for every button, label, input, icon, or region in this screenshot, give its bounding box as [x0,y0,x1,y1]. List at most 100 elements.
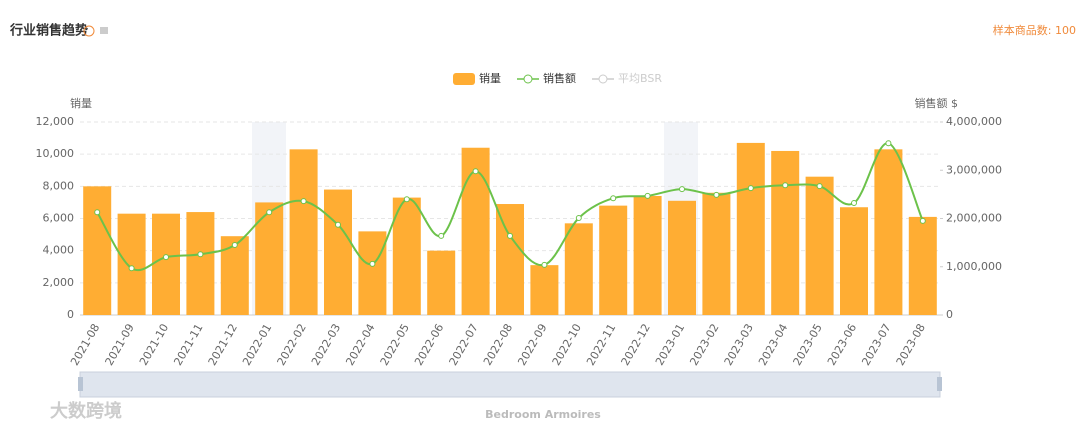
x-tick-label: 2022-06 [412,322,446,368]
help-icon[interactable] [83,25,95,37]
x-tick-label: 2021-08 [68,322,102,368]
line-point [197,251,204,258]
bar [186,212,215,315]
x-tick-label: 2022-02 [275,322,309,368]
line-point [128,265,135,272]
x-tick-label: 2021-11 [171,322,205,368]
bar [255,202,284,315]
line-point [403,196,410,203]
line-point [266,209,273,216]
y-tick-label: 12,000 [36,115,75,128]
x-tick-label: 2022-05 [378,322,412,368]
x-tick-label: 2023-03 [722,322,756,368]
bar [771,150,800,315]
line-point [782,182,789,189]
line-point [610,195,617,202]
x-tick-label: 2021-10 [137,322,171,368]
bar [805,176,834,315]
line-point [747,185,754,192]
bar [358,231,387,315]
chart-title: 行业销售趋势 [9,23,88,39]
line-point [919,217,926,224]
bar [427,250,456,315]
bar [117,213,146,315]
x-tick-label: 2022-03 [309,322,343,368]
bar [668,200,696,315]
line-point [713,191,720,198]
line-point [644,192,651,199]
x-tick-label: 2022-08 [481,322,515,368]
bar [324,189,352,315]
line-point [163,254,169,261]
x-tick-label: 2023-07 [859,322,893,368]
bar [599,205,628,315]
legend-swatch [523,74,533,84]
line-point [94,209,101,216]
zoom-handle[interactable] [78,377,83,391]
x-tick-label: 2021-09 [103,322,137,368]
line-point [575,215,582,222]
x-tick-label: 2022-01 [240,322,274,368]
legend-label: 平均BSR [618,72,662,85]
x-tick-label: 2023-08 [894,322,928,368]
legend-swatch [598,74,608,84]
y2-tick-label: 1,000,000 [946,260,1002,273]
x-tick-label: 2022-04 [343,322,377,368]
y-tick-label: 10,000 [36,147,75,160]
legend-label: 销售额 [543,71,576,85]
legend-swatch [453,73,475,85]
y2-tick-label: 3,000,000 [946,163,1002,176]
y-tick-label: 2,000 [43,276,75,289]
x-tick-label: 2022-12 [619,322,653,368]
line-point [300,198,307,205]
x-tick-label: 2023-02 [687,322,721,368]
line-point [438,232,445,239]
bar [461,147,490,315]
zoom-label: Bedroom Armoires [485,408,601,421]
y-tick-label: 8,000 [43,179,75,192]
line-point [885,140,892,147]
bar [736,142,765,315]
line-point [816,183,823,190]
x-tick-label: 2023-05 [791,322,825,368]
y-axis-label: 销量 [70,96,92,110]
x-tick-label: 2022-07 [447,321,481,367]
bar [496,204,524,315]
bar [840,207,868,315]
line-point [369,260,376,267]
bar [702,192,731,315]
y-tick-label: 0 [67,308,74,321]
y-tick-label: 4,000 [43,244,75,257]
y2-tick-label: 4,000,000 [946,115,1002,128]
y2-tick-label: 0 [946,308,953,321]
y-tick-label: 6,000 [43,212,75,225]
x-tick-label: 2022-09 [515,322,549,368]
line-point [335,221,341,228]
bar [152,213,180,315]
line-point [851,200,857,207]
line-point [507,232,513,239]
bar [874,149,903,315]
sample-note: 样本商品数: 100 [993,23,1076,37]
bar [633,195,662,315]
legend-label: 销量 [479,71,501,85]
video-icon[interactable] [100,27,108,34]
line-point [231,242,238,249]
x-tick-label: 2023-04 [756,322,790,368]
x-tick-label: 2022-11 [584,322,618,368]
x-tick-label: 2022-10 [550,322,584,368]
watermark: 大数跨境 [50,400,122,422]
zoom-slider[interactable] [79,371,941,398]
y2-tick-label: 2,000,000 [946,212,1002,225]
bar [564,223,593,315]
bar [392,197,421,315]
y2-axis-label: 销售额 $ [915,96,959,110]
bar [530,265,559,315]
line-point [679,186,685,193]
bar [289,149,318,315]
zoom-handle[interactable] [937,377,942,391]
x-tick-label: 2023-01 [653,322,687,368]
x-tick-label: 2021-12 [206,322,240,368]
x-tick-label: 2023-06 [825,322,859,368]
